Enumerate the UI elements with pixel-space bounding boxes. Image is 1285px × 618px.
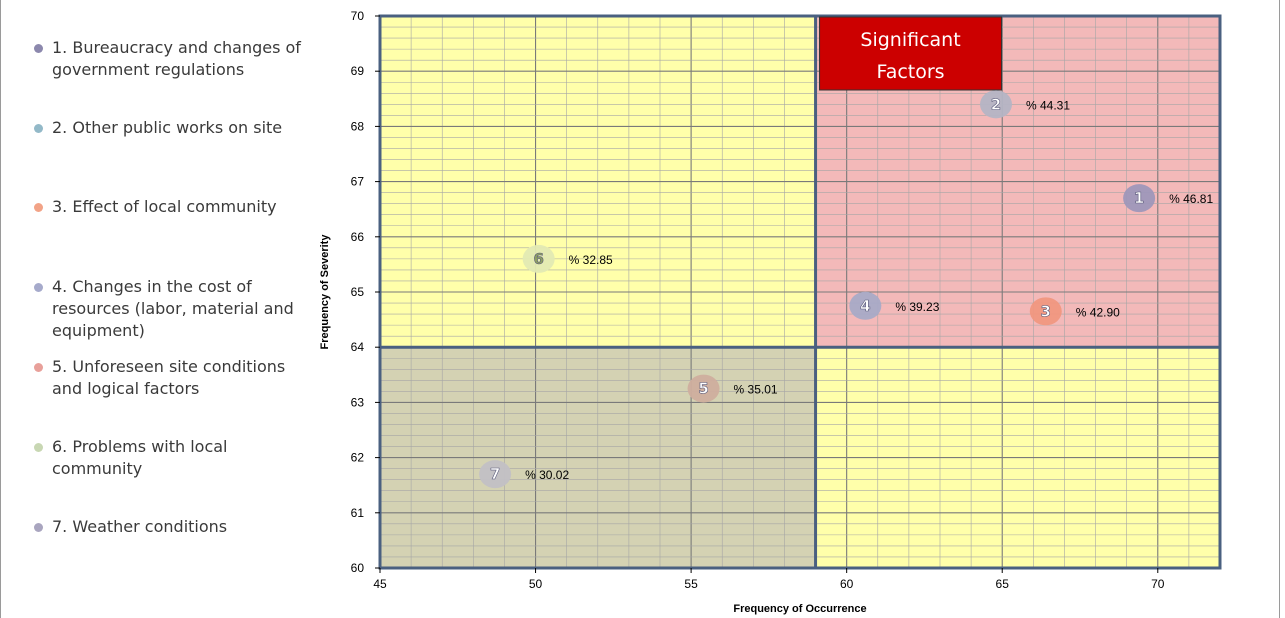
data-point-4: 4 % 39.23 xyxy=(849,291,940,320)
point-marker xyxy=(687,374,720,403)
legend-marker-7 xyxy=(34,523,43,532)
legend-label-5: 5. Unforeseen site conditions and logica… xyxy=(52,357,286,398)
legend-label-7: 7. Weather conditions xyxy=(52,517,228,536)
x-tick-label: 70 xyxy=(1151,577,1165,591)
y-tick-label: 67 xyxy=(351,175,365,189)
significant-factors-background xyxy=(819,16,1003,91)
legend-marker-1 xyxy=(34,44,43,53)
legend-marker-3 xyxy=(34,203,43,212)
legend-label-1: 1. Bureaucracy and changes of government… xyxy=(52,38,301,79)
point-number: 4 xyxy=(860,297,870,315)
point-value-label: % 39.23 xyxy=(895,300,939,314)
legend-marker-5 xyxy=(34,363,43,372)
data-point-5: 5 % 35.01 xyxy=(687,374,778,403)
point-number: 7 xyxy=(490,465,500,483)
point-marker xyxy=(1123,184,1156,213)
frame-right-border xyxy=(1279,0,1280,618)
point-number: 5 xyxy=(698,380,708,398)
y-tick-label: 70 xyxy=(351,9,365,23)
point-marker xyxy=(522,244,555,273)
y-tick-label: 69 xyxy=(351,64,365,78)
point-marker xyxy=(1029,297,1062,326)
x-tick-label: 65 xyxy=(996,577,1010,591)
x-tick-label: 60 xyxy=(840,577,854,591)
point-value-label: % 30.02 xyxy=(525,468,569,482)
legend-label-3: 3. Effect of local community xyxy=(52,197,277,216)
data-point-2: 2 % 44.31 xyxy=(980,90,1070,119)
legend-label-6: 6. Problems with local community xyxy=(52,437,228,478)
y-axis-title: Frequency of Severity xyxy=(319,234,331,350)
y-tick-label: 66 xyxy=(351,230,365,244)
point-number: 3 xyxy=(1041,302,1051,320)
point-marker xyxy=(479,460,512,489)
y-tick-label: 62 xyxy=(351,451,365,465)
y-tick-label: 61 xyxy=(351,506,365,520)
legend-marker-6 xyxy=(34,443,43,452)
point-marker xyxy=(980,90,1012,119)
point-value-label: % 44.31 xyxy=(1026,98,1070,112)
x-tick-label: 45 xyxy=(373,577,387,591)
y-tick-label: 65 xyxy=(351,285,365,299)
legend-label-4: 4. Changes in the cost of resources (lab… xyxy=(52,277,294,340)
x-tick-label: 50 xyxy=(529,577,543,591)
point-value-label: % 42.90 xyxy=(1076,305,1120,319)
point-value-label: % 32.85 xyxy=(569,253,613,267)
y-tick-label: 60 xyxy=(351,561,365,575)
x-axis-title: Frequency of Occurrence xyxy=(733,603,866,615)
x-tick-label: 55 xyxy=(684,577,698,591)
data-point-6: 6 % 32.85 xyxy=(522,244,613,273)
significant-factors-line1: Significant xyxy=(860,29,960,51)
y-tick-label: 68 xyxy=(351,119,365,133)
legend-marker-4 xyxy=(34,283,43,292)
y-tick-label: 63 xyxy=(351,395,365,409)
point-number: 2 xyxy=(991,95,1001,113)
point-value-label: % 35.01 xyxy=(734,383,778,397)
legend: 1. Bureaucracy and changes of government… xyxy=(0,0,310,618)
point-number: 6 xyxy=(533,250,543,268)
significant-factors-box: Significant Factors xyxy=(819,16,1003,91)
data-point-1: 1 % 46.81 xyxy=(1123,184,1213,213)
data-point-7: 7 % 30.02 xyxy=(479,460,569,489)
legend-label-2: 2. Other public works on site xyxy=(52,118,283,137)
point-number: 1 xyxy=(1134,189,1144,207)
frame-left-border xyxy=(0,0,1,618)
point-marker xyxy=(849,291,882,320)
y-tick-label: 64 xyxy=(351,340,365,354)
point-value-label: % 46.81 xyxy=(1169,192,1213,206)
significant-factors-line2: Factors xyxy=(877,61,945,83)
legend-marker-2 xyxy=(34,124,43,133)
data-point-3: 3 % 42.90 xyxy=(1029,297,1120,326)
